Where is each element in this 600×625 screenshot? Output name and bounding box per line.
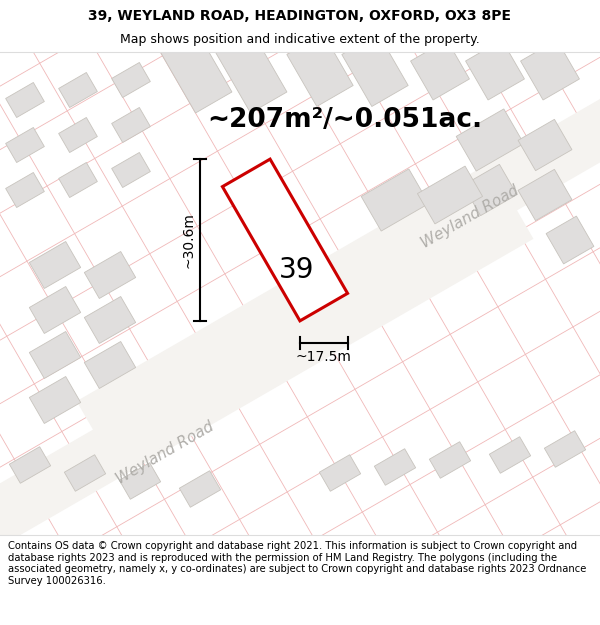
Polygon shape — [466, 40, 524, 100]
Polygon shape — [546, 216, 594, 264]
Text: Map shows position and indicative extent of the property.: Map shows position and indicative extent… — [120, 32, 480, 46]
Text: Contains OS data © Crown copyright and database right 2021. This information is : Contains OS data © Crown copyright and d… — [8, 541, 586, 586]
Polygon shape — [287, 34, 353, 106]
Polygon shape — [5, 127, 44, 162]
Polygon shape — [463, 164, 517, 216]
Polygon shape — [59, 162, 97, 198]
Polygon shape — [112, 107, 151, 142]
Polygon shape — [29, 286, 80, 334]
Polygon shape — [119, 462, 161, 499]
Polygon shape — [112, 62, 151, 98]
Polygon shape — [10, 447, 50, 483]
Text: Weyland Road: Weyland Road — [113, 419, 217, 487]
Polygon shape — [85, 341, 136, 389]
Polygon shape — [361, 169, 429, 231]
Polygon shape — [158, 27, 232, 113]
Polygon shape — [179, 471, 221, 508]
Polygon shape — [518, 169, 572, 221]
Text: 39: 39 — [279, 256, 315, 284]
Polygon shape — [521, 40, 580, 100]
Polygon shape — [213, 27, 287, 113]
Polygon shape — [518, 119, 572, 171]
Polygon shape — [223, 159, 347, 321]
Polygon shape — [490, 437, 530, 473]
Polygon shape — [374, 449, 416, 485]
Polygon shape — [29, 376, 80, 424]
Polygon shape — [59, 72, 97, 107]
Polygon shape — [456, 109, 524, 171]
Text: ~17.5m: ~17.5m — [296, 350, 352, 364]
Polygon shape — [5, 173, 44, 208]
Polygon shape — [59, 118, 97, 152]
Polygon shape — [64, 455, 106, 491]
Polygon shape — [112, 152, 151, 188]
Polygon shape — [29, 241, 80, 289]
Polygon shape — [77, 0, 600, 449]
Text: ~30.6m: ~30.6m — [181, 212, 196, 268]
Polygon shape — [319, 455, 361, 491]
Polygon shape — [418, 166, 482, 224]
Polygon shape — [29, 331, 80, 379]
Polygon shape — [342, 34, 408, 106]
Polygon shape — [544, 431, 586, 468]
Polygon shape — [430, 442, 470, 478]
Text: ~207m²/~0.051ac.: ~207m²/~0.051ac. — [208, 107, 482, 133]
Polygon shape — [85, 296, 136, 344]
Polygon shape — [5, 82, 44, 118]
Polygon shape — [410, 40, 469, 100]
Text: 39, WEYLAND ROAD, HEADINGTON, OXFORD, OX3 8PE: 39, WEYLAND ROAD, HEADINGTON, OXFORD, OX… — [89, 9, 511, 22]
Text: Weyland Road: Weyland Road — [419, 183, 521, 251]
Polygon shape — [0, 191, 533, 625]
Polygon shape — [85, 251, 136, 299]
